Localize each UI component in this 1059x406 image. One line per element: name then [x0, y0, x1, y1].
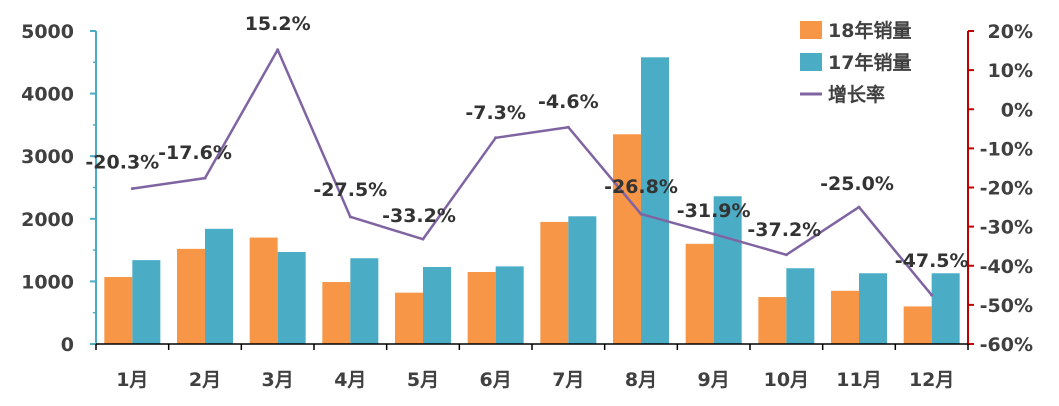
y-right-tick-label: -20%	[980, 178, 1033, 200]
data-label-8: -26.8%	[604, 176, 678, 198]
line-point-9	[712, 232, 716, 236]
data-label-9: -31.9%	[677, 200, 751, 222]
bar-series2-11	[859, 273, 887, 344]
legend-label-2: 17年销量	[828, 51, 911, 74]
x-tick-label-7: 7月	[552, 369, 584, 391]
x-tick-label-8: 8月	[625, 369, 657, 391]
y-right-tick-label: 20%	[988, 21, 1033, 43]
y-left-tick-label: 2000	[21, 209, 74, 231]
bar-series1-10	[758, 297, 787, 344]
data-label-5: -33.2%	[382, 205, 456, 227]
bar-series1-4	[322, 282, 351, 344]
y-left-tick-label: 5000	[21, 21, 74, 43]
bar-series2-12	[931, 273, 960, 344]
x-tick-label-10: 10月	[764, 369, 809, 391]
legend-label-1: 18年销量	[828, 19, 911, 42]
x-tick-label-2: 2月	[189, 369, 221, 391]
line-growth-rate	[132, 48, 933, 296]
y-right-tick-label: 10%	[988, 60, 1033, 82]
bar-series1-8	[613, 134, 641, 344]
line-point-6	[494, 136, 498, 140]
bar-series2-2	[205, 228, 233, 344]
line-point-12	[930, 293, 934, 297]
bar-series2-6	[495, 266, 524, 344]
x-tick-label-11: 11月	[836, 369, 881, 391]
y-left-tick-label: 1000	[21, 271, 74, 293]
line-point-1	[130, 187, 134, 191]
y-left-tick-label: 3000	[21, 146, 74, 168]
x-tick-label-3: 3月	[262, 369, 294, 391]
line-point-11	[857, 205, 861, 209]
line-point-5	[421, 237, 425, 241]
bar-series2-3	[277, 251, 306, 344]
legend-swatch-2	[800, 53, 822, 71]
x-tick-label-6: 6月	[480, 369, 512, 391]
data-label-2: -17.6%	[158, 142, 232, 164]
bar-series1-2	[177, 248, 205, 344]
data-label-12: -47.5%	[895, 250, 969, 272]
data-label-7: -4.6%	[538, 91, 599, 113]
bar-series1-7	[540, 221, 569, 344]
bar-series1-5	[395, 292, 423, 344]
legend-label-3: 增长率	[828, 83, 885, 106]
line-point-10	[784, 253, 788, 257]
line-point-2	[203, 176, 207, 180]
y-left-tick-label: 4000	[21, 84, 74, 106]
line-point-7	[566, 125, 570, 129]
bar-series1-3	[249, 237, 278, 344]
bar-series2-9	[713, 196, 742, 344]
bar-series1-11	[831, 290, 859, 344]
data-label-10: -37.2%	[747, 219, 821, 241]
y-right-tick-label: 0%	[1001, 99, 1033, 121]
bar-series2-8	[641, 57, 669, 345]
bar-series1-9	[685, 243, 714, 344]
x-tick-label-12: 12月	[909, 369, 954, 391]
y-right-tick-label: -10%	[980, 138, 1033, 160]
y-right-tick-label: -30%	[980, 217, 1033, 239]
bar-series2-4	[350, 258, 379, 344]
x-tick-label-1: 1月	[116, 369, 148, 391]
y-right-tick-label: -40%	[980, 256, 1033, 278]
bar-series2-5	[423, 267, 451, 344]
line-point-4	[348, 215, 352, 219]
data-label-11: -25.0%	[820, 173, 894, 195]
bar-series1-12	[903, 306, 932, 344]
data-label-6: -7.3%	[465, 102, 526, 124]
bar-series1-6	[467, 272, 496, 344]
bar-series1-1	[104, 277, 133, 344]
line-point-3	[276, 48, 280, 52]
bar-series2-10	[786, 268, 815, 344]
bar-series2-1	[132, 260, 161, 344]
line-point-8	[639, 212, 643, 216]
data-label-3: 15.2%	[245, 13, 311, 35]
y-right-tick-label: -60%	[980, 334, 1033, 356]
data-label-1: -20.3%	[85, 152, 159, 174]
y-right-tick-label: -50%	[980, 295, 1033, 317]
x-tick-label-9: 9月	[698, 369, 730, 391]
y-left-tick-label: 0	[61, 334, 74, 356]
x-tick-label-5: 5月	[407, 369, 439, 391]
bar-series2-7	[568, 216, 597, 344]
legend-swatch-1	[800, 21, 822, 39]
data-label-4: -27.5%	[313, 179, 387, 201]
x-tick-label-4: 4月	[334, 369, 366, 391]
